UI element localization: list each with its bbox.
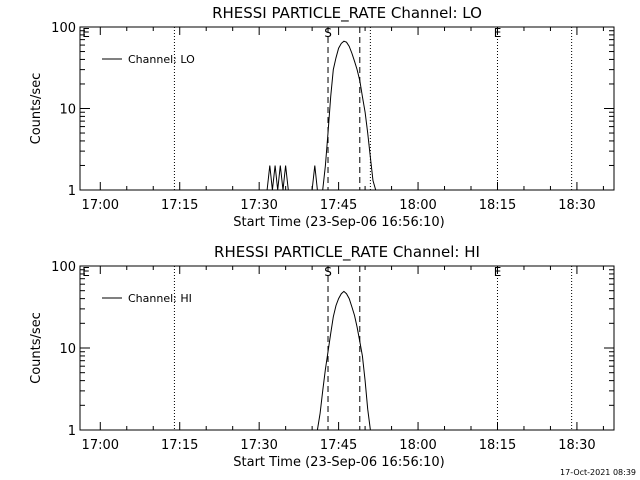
legend-entry: Channel: LO — [128, 53, 195, 66]
y-axis-label: Counts/sec — [29, 73, 44, 145]
plot-frame — [79, 26, 615, 191]
y-tick-label: 100 — [51, 21, 76, 36]
x-tick-label: 18:15 — [479, 198, 516, 213]
chart-title: RHESSI PARTICLE_RATE Channel: LO — [212, 4, 482, 23]
y-tick-label: 10 — [59, 342, 76, 357]
series-line-0 — [266, 40, 377, 191]
event-marker-label: S — [324, 265, 332, 279]
x-tick-label: 18:30 — [558, 198, 595, 213]
y-tick-label: 10 — [59, 103, 76, 118]
event-marker-label: E — [82, 265, 90, 279]
y-tick-label: 1 — [68, 424, 76, 439]
chart-title: RHESSI PARTICLE_RATE Channel: HI — [214, 243, 480, 262]
legend-entry: Channel: HI — [128, 292, 192, 305]
x-tick-label: 17:00 — [82, 198, 119, 213]
plot-frame — [79, 265, 615, 431]
y-tick-label: 100 — [51, 260, 76, 275]
x-tick-label: 17:30 — [240, 198, 277, 213]
y-axis-label: Counts/sec — [29, 312, 44, 384]
generation-timestamp: 17-Oct-2021 08:39 — [560, 468, 636, 477]
chart-panel-0: RHESSI PARTICLE_RATE Channel: LOESE11010… — [29, 4, 615, 230]
x-tick-label: 17:45 — [320, 438, 357, 453]
x-tick-label: 18:15 — [479, 438, 516, 453]
x-axis-label: Start Time (23-Sep-06 16:56:10) — [233, 455, 444, 470]
event-marker-label: E — [82, 26, 90, 40]
x-tick-label: 18:00 — [399, 198, 436, 213]
x-tick-label: 18:30 — [558, 438, 595, 453]
x-tick-label: 18:00 — [399, 438, 436, 453]
x-tick-label: 17:45 — [320, 198, 357, 213]
x-tick-label: 17:00 — [82, 438, 119, 453]
series-line-0 — [316, 290, 371, 431]
x-tick-label: 17:30 — [240, 438, 277, 453]
y-tick-label: 1 — [68, 184, 76, 199]
x-tick-label: 17:15 — [161, 198, 198, 213]
chart-panel-1: RHESSI PARTICLE_RATE Channel: HIESE11010… — [29, 243, 615, 470]
event-marker-label: S — [324, 26, 332, 40]
x-axis-label: Start Time (23-Sep-06 16:56:10) — [233, 215, 444, 230]
x-tick-label: 17:15 — [161, 438, 198, 453]
